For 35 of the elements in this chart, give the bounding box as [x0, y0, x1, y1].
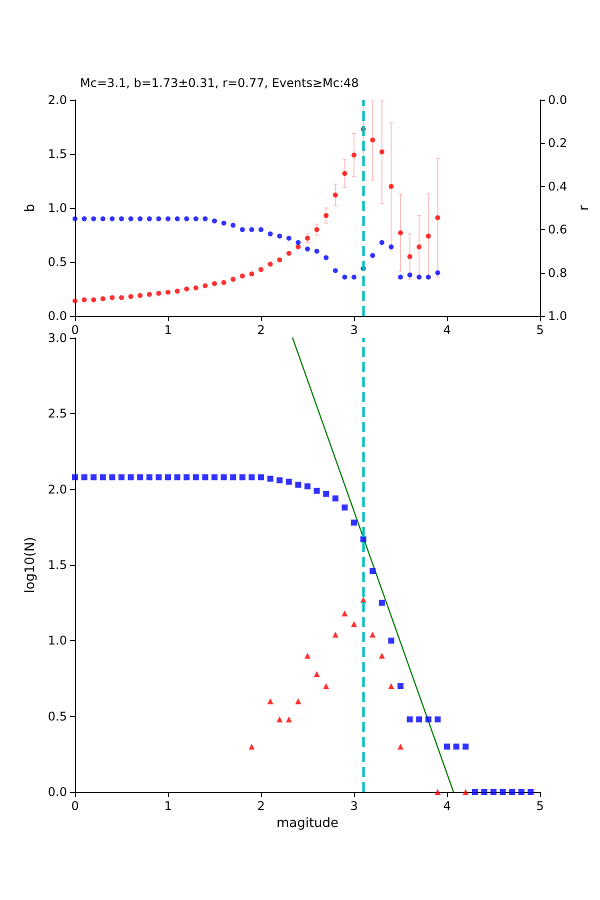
y-axis-title: log10(N)	[23, 536, 38, 594]
y-tick-label: 0.5	[48, 709, 67, 724]
y2-tick-label: 0.2	[548, 136, 568, 150]
y-tick-label: 0.0	[48, 785, 67, 799]
x-tick-label: 2	[257, 323, 265, 337]
y-tick-label: 0.0	[48, 309, 67, 323]
y-tick-label: 2.0	[48, 482, 67, 496]
y2-tick-label: 0.4	[548, 179, 568, 194]
y2-tick-label: 0.8	[548, 266, 568, 280]
y-axis-title: b	[23, 204, 38, 212]
x-tick-label: 0	[71, 799, 79, 813]
chart-title: Mc=3.1, b=1.73±0.31, r=0.77, Events≥Mc:48	[80, 76, 359, 90]
y-tick-label: 1.0	[48, 201, 67, 215]
y-tick-label: 1.5	[48, 147, 67, 161]
x-tick-label: 1	[164, 799, 172, 813]
x-tick-label: 3	[350, 799, 358, 813]
y-tick-label: 0.5	[48, 255, 67, 269]
x-tick-label: 3	[350, 323, 358, 337]
x-tick-label: 4	[443, 799, 451, 813]
y2-tick-label: 0.0	[548, 93, 568, 107]
x-tick-label: 1	[164, 323, 172, 337]
y2-tick-label: 1.0	[548, 309, 568, 323]
y-tick-label: 2.5	[48, 406, 67, 421]
x-tick-label: 0	[71, 323, 79, 337]
y2-axis-title: r	[576, 204, 592, 211]
x-tick-label: 2	[257, 799, 265, 813]
x-tick-label: 5	[536, 323, 544, 337]
x-axis-title: magitude	[276, 816, 339, 831]
x-tick-label: 5	[536, 799, 544, 813]
y-tick-label: 1.0	[48, 634, 67, 648]
y2-tick-label: 0.6	[548, 222, 568, 237]
y-tick-label: 1.5	[48, 558, 67, 572]
x-tick-label: 4	[443, 323, 451, 337]
y-tick-label: 3.0	[48, 331, 67, 345]
y-tick-label: 2.0	[48, 93, 67, 107]
